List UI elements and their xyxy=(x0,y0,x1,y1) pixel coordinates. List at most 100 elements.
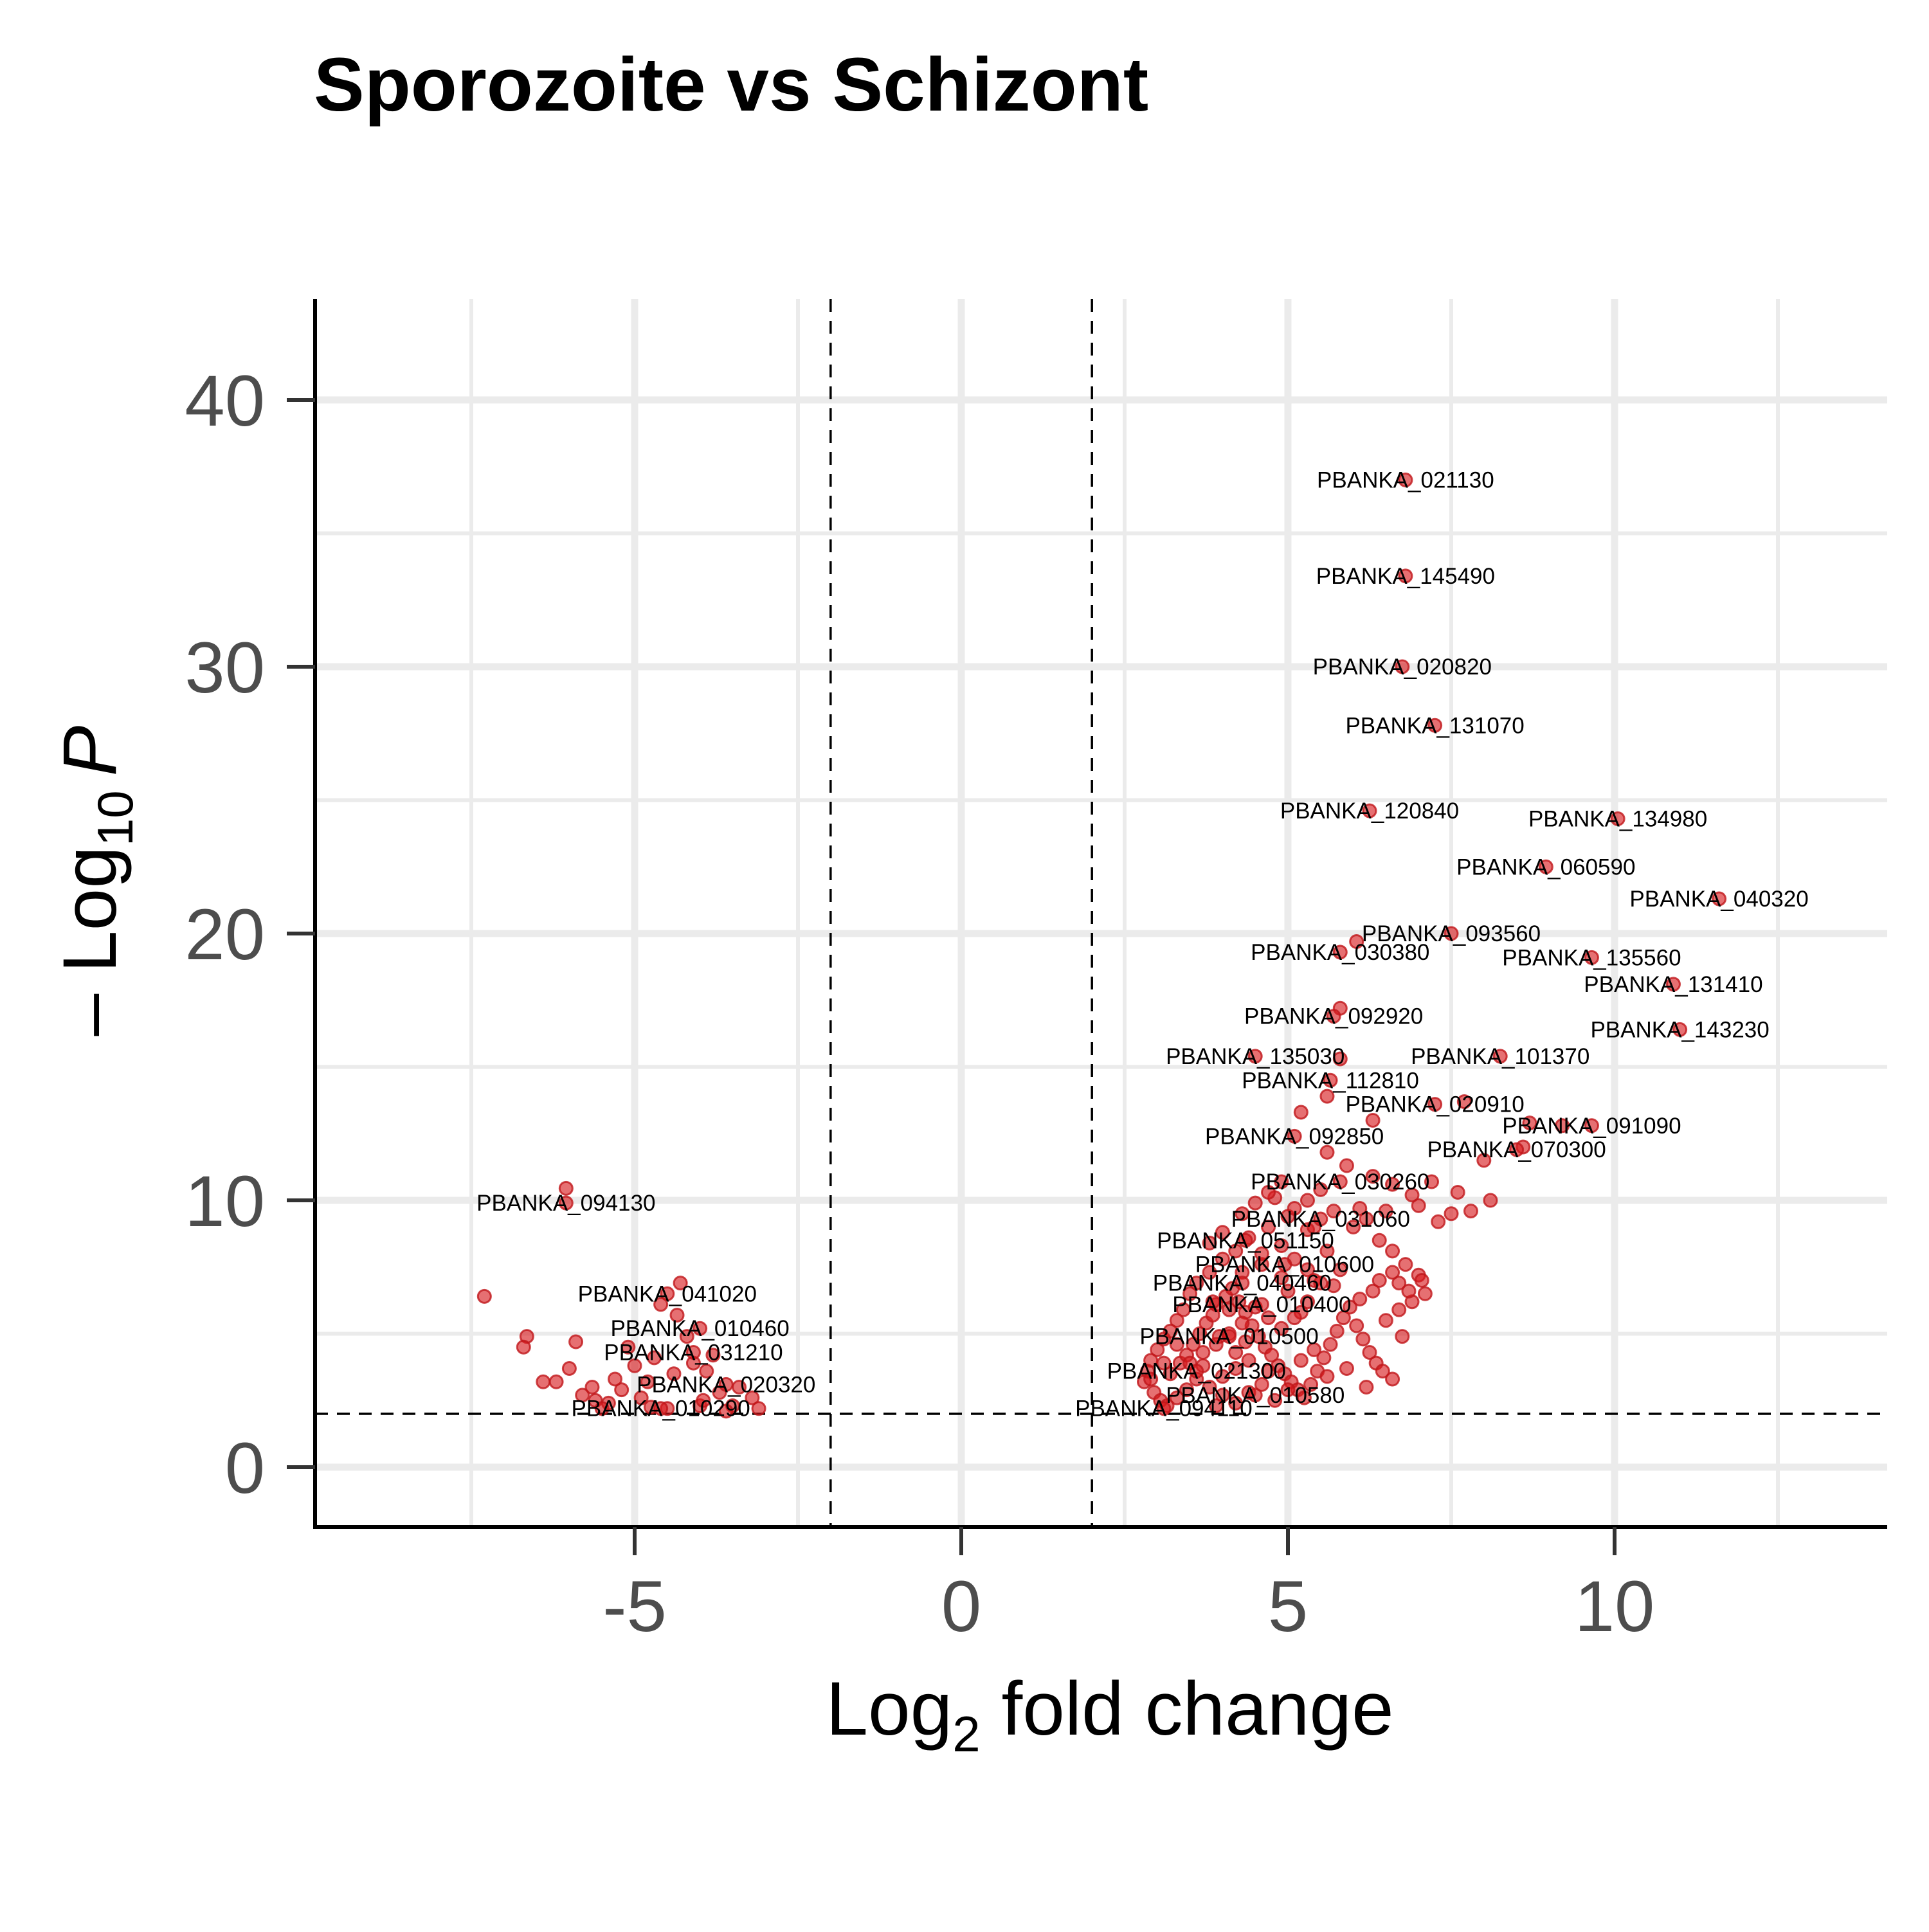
labeled-data-point xyxy=(1712,891,1727,907)
data-point xyxy=(1385,1243,1400,1259)
point-label: PBANKA_041020 xyxy=(578,1281,757,1306)
point-label: PBANKA_010290 xyxy=(572,1396,750,1422)
point-label: PBANKA_031210 xyxy=(604,1341,783,1366)
data-point xyxy=(1293,1353,1309,1368)
point-label: PBANKA_094130 xyxy=(476,1191,655,1216)
data-point xyxy=(620,1339,636,1355)
data-point xyxy=(1238,1334,1253,1350)
data-point xyxy=(1215,1225,1230,1240)
data-point xyxy=(1385,1177,1400,1192)
data-point xyxy=(575,1387,590,1403)
data-point xyxy=(640,1374,655,1389)
labeled-data-point xyxy=(1156,1401,1172,1416)
data-point xyxy=(1235,1206,1250,1222)
point-label: PBANKA_131070 xyxy=(1345,713,1524,738)
data-point xyxy=(1398,1257,1413,1272)
point-label: PBANKA_101370 xyxy=(1411,1044,1589,1069)
data-point xyxy=(1228,1360,1244,1376)
point-label: PBANKA_031060 xyxy=(1231,1207,1410,1232)
data-point xyxy=(1150,1342,1165,1357)
data-point xyxy=(718,1404,734,1419)
data-point xyxy=(536,1374,551,1389)
y-tick-label: 30 xyxy=(185,627,265,708)
y-axis-title-subscript: 10 xyxy=(87,790,143,846)
data-point xyxy=(1385,1371,1400,1387)
point-label: PBANKA_010600 xyxy=(1195,1252,1374,1277)
data-point xyxy=(1401,1283,1417,1299)
labeled-data-point xyxy=(1235,1276,1250,1291)
data-point xyxy=(1254,1246,1269,1261)
point-label: PBANKA_010500 xyxy=(1139,1324,1318,1350)
data-point xyxy=(666,1366,682,1382)
x-tick-label: 5 xyxy=(1268,1566,1308,1647)
data-point xyxy=(1483,1193,1498,1208)
data-point xyxy=(1323,1337,1338,1352)
data-point xyxy=(1349,934,1364,949)
labeled-data-point xyxy=(1427,718,1443,733)
data-point xyxy=(1208,1398,1224,1414)
point-label: PBANKA_143230 xyxy=(1590,1017,1769,1042)
labeled-data-point xyxy=(1395,659,1410,674)
data-point xyxy=(1385,1265,1400,1280)
point-label: PBANKA_030380 xyxy=(1251,940,1429,965)
data-points xyxy=(476,473,1727,1419)
data-point xyxy=(1202,1235,1217,1250)
data-point xyxy=(1343,1299,1358,1315)
labeled-data-point xyxy=(1238,1232,1253,1248)
data-point xyxy=(1417,1286,1433,1301)
data-point xyxy=(1241,1353,1256,1368)
data-point xyxy=(1378,1204,1393,1219)
cutoff-lines xyxy=(315,299,1887,1527)
labeled-data-point xyxy=(1398,473,1413,487)
data-point xyxy=(1319,1369,1335,1384)
data-point xyxy=(1274,1321,1289,1336)
data-point xyxy=(1316,1350,1332,1366)
data-point xyxy=(1222,1302,1237,1317)
labeled-data-point xyxy=(1222,1329,1237,1344)
labeled-data-point xyxy=(685,1345,701,1360)
data-point xyxy=(673,1276,688,1291)
y-axis-title-variable: P xyxy=(48,726,132,777)
data-point xyxy=(699,1364,714,1379)
data-point xyxy=(1303,1377,1319,1392)
data-point xyxy=(584,1380,600,1395)
labeled-data-point xyxy=(1427,1097,1443,1112)
data-point xyxy=(548,1374,564,1389)
labeled-data-point xyxy=(1189,1364,1204,1379)
data-point xyxy=(1300,1193,1315,1208)
data-point xyxy=(1365,1113,1381,1128)
data-point xyxy=(1228,1243,1244,1259)
labeled-data-point xyxy=(1323,1072,1338,1088)
point-label: PBANKA_030260 xyxy=(1251,1169,1429,1195)
labeled-data-point xyxy=(1247,1049,1263,1064)
data-point xyxy=(1228,1395,1244,1411)
data-point xyxy=(1456,1094,1472,1109)
data-point xyxy=(1300,1262,1315,1277)
point-label: PBANKA_145490 xyxy=(1316,564,1495,589)
point-label: PBANKA_135560 xyxy=(1502,945,1681,970)
data-point xyxy=(1476,1153,1492,1168)
y-axis-title: – Log10 P xyxy=(48,726,143,1036)
data-point xyxy=(1372,1273,1387,1288)
point-label: PBANKA_112810 xyxy=(1242,1068,1419,1093)
point-label: PBANKA_131410 xyxy=(1584,972,1762,997)
data-point xyxy=(1307,1342,1322,1357)
data-point xyxy=(1450,1185,1465,1200)
data-point xyxy=(1175,1302,1191,1317)
data-point xyxy=(1254,1377,1269,1392)
x-axis-title-base: Log xyxy=(826,1666,952,1751)
data-point xyxy=(1261,1364,1276,1379)
point-label: PBANKA_120840 xyxy=(1280,799,1459,824)
data-point xyxy=(1143,1371,1159,1387)
data-point xyxy=(1300,1294,1315,1310)
labeled-data-point xyxy=(653,1401,669,1416)
data-point xyxy=(1247,1195,1263,1211)
labeled-data-point xyxy=(1509,1142,1525,1157)
x-axis-title-rest: fold change xyxy=(981,1666,1394,1751)
labeled-data-point xyxy=(660,1286,675,1301)
data-point xyxy=(1182,1286,1198,1301)
data-point xyxy=(705,1348,721,1363)
data-point xyxy=(1319,1243,1335,1259)
data-point xyxy=(1375,1364,1390,1379)
